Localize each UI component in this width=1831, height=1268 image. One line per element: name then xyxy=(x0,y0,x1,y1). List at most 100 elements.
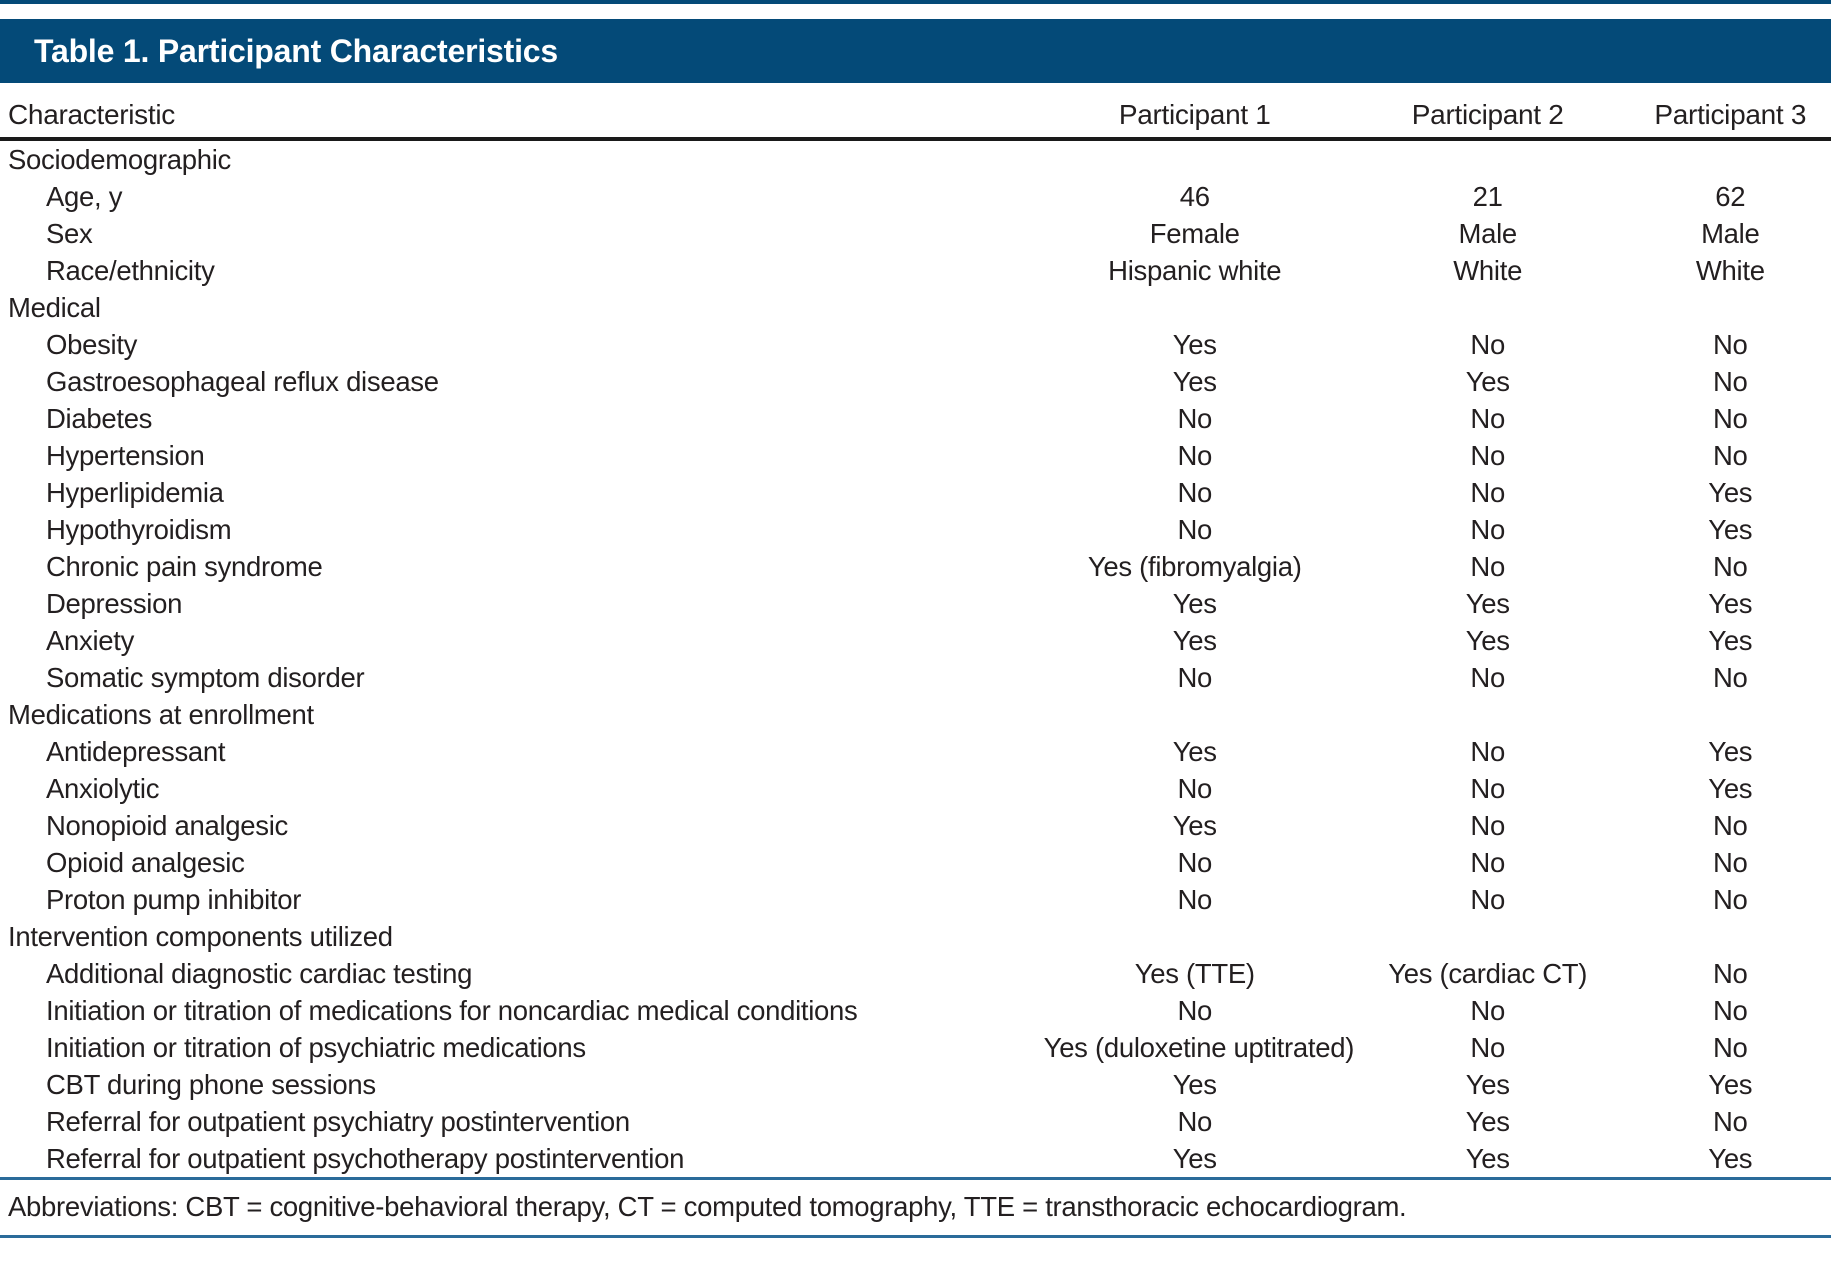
row-label: Race/ethnicity xyxy=(46,254,215,286)
cell-value: Hispanic white xyxy=(1108,254,1282,286)
cell-value: No xyxy=(1470,439,1505,471)
section-row: Medical xyxy=(0,289,1831,326)
column-header-characteristic: Characteristic xyxy=(0,83,1044,141)
cell-value: No xyxy=(1470,735,1505,767)
row-label: Chronic pain syndrome xyxy=(46,550,323,582)
cell-value: White xyxy=(1453,254,1523,286)
cell-value: No xyxy=(1713,809,1748,841)
row-label: Hypertension xyxy=(46,439,205,471)
cell-value: 21 xyxy=(1472,180,1503,212)
cell-value: No xyxy=(1713,661,1748,693)
cell-value: Male xyxy=(1458,217,1517,249)
cell-value: No xyxy=(1713,994,1748,1026)
row-label: Referral for outpatient psychiatry posti… xyxy=(46,1105,630,1137)
cell-value: No xyxy=(1470,1031,1505,1063)
cell-value: Yes xyxy=(1629,1140,1831,1180)
table-row: Chronic pain syndrome Yes (fibromyalgia) N… xyxy=(0,548,1831,585)
cell-value: No xyxy=(1713,1105,1748,1137)
cell-value: No xyxy=(1177,402,1212,434)
cell-value: No xyxy=(1470,550,1505,582)
row-label: Nonopioid analgesic xyxy=(46,809,288,841)
cell-value: Yes xyxy=(1172,365,1217,397)
cell-value: Yes xyxy=(1172,624,1217,656)
section-label: Sociodemographic xyxy=(8,143,231,175)
cell-value: Yes xyxy=(1708,1068,1753,1100)
cell-value: No xyxy=(1713,402,1748,434)
table-row: Race/ethnicity Hispanic white White White xyxy=(0,252,1831,289)
row-label: Hyperlipidemia xyxy=(46,476,224,508)
table-row: Sex Female Male Male xyxy=(0,215,1831,252)
section-label: Intervention components utilized xyxy=(8,920,393,952)
cell-value: No xyxy=(1470,328,1505,360)
table-row: Nonopioid analgesic Yes No No xyxy=(0,807,1831,844)
column-header-participant: Participant 1 xyxy=(1043,83,1346,141)
row-label: Initiation or titration of psychiatric m… xyxy=(46,1031,586,1063)
row-label: Obesity xyxy=(46,328,138,360)
cell-value: Yes xyxy=(1345,1140,1630,1180)
cell-value: Yes (TTE) xyxy=(1134,957,1255,989)
table-row: Hypothyroidism No No Yes xyxy=(0,511,1831,548)
row-label: Proton pump inhibitor xyxy=(46,883,302,915)
cell-value: Male xyxy=(1701,217,1760,249)
cell-value: Yes xyxy=(1708,587,1753,619)
table-row: CBT during phone sessions Yes Yes Yes xyxy=(0,1066,1831,1103)
table-row: Initiation or titration of psychiatric m… xyxy=(0,1029,1831,1066)
cell-value: Yes xyxy=(1465,1068,1510,1100)
cell-value: Yes xyxy=(1172,1068,1217,1100)
cell-value: No xyxy=(1177,883,1212,915)
row-label: Somatic symptom disorder xyxy=(46,661,365,693)
cell-value: Yes xyxy=(1172,735,1217,767)
cell-value: No xyxy=(1177,513,1212,545)
section-row: Intervention components utilized xyxy=(0,918,1831,955)
cell-value: Female xyxy=(1149,217,1240,249)
cell-value: No xyxy=(1713,1031,1748,1063)
row-label: Age, y xyxy=(46,180,123,212)
cell-value: Yes xyxy=(1172,809,1217,841)
row-label: Sex xyxy=(46,217,93,249)
row-label: Antidepressant xyxy=(46,735,226,767)
table-row: Obesity Yes No No xyxy=(0,326,1831,363)
cell-value: Yes (fibromyalgia) xyxy=(1087,550,1302,582)
table-title-bar: Table 1. Participant Characteristics xyxy=(0,19,1831,83)
cell-value: No xyxy=(1470,809,1505,841)
column-header-participant: Participant 2 xyxy=(1345,83,1630,141)
cell-value: Yes xyxy=(1465,624,1510,656)
cell-value: No xyxy=(1713,846,1748,878)
header-row: Characteristic Participant 1 Participant 2… xyxy=(0,83,1831,141)
cell-value: No xyxy=(1470,772,1505,804)
cell-value: Yes xyxy=(1708,624,1753,656)
cell-value: No xyxy=(1470,476,1505,508)
row-label: Opioid analgesic xyxy=(46,846,245,878)
cell-value: No xyxy=(1470,661,1505,693)
cell-value: No xyxy=(1470,846,1505,878)
cell-value: No xyxy=(1470,513,1505,545)
table-row: Antidepressant Yes No Yes xyxy=(0,733,1831,770)
table-row: Initiation or titration of medications f… xyxy=(0,992,1831,1029)
cell-value: 62 xyxy=(1715,180,1746,212)
row-label: Referral for outpatient psychotherapy po… xyxy=(0,1140,1044,1180)
row-label: Additional diagnostic cardiac testing xyxy=(46,957,473,989)
table-row: Depression Yes Yes Yes xyxy=(0,585,1831,622)
table-row: Anxiolytic No No Yes xyxy=(0,770,1831,807)
cell-value: Yes xyxy=(1708,772,1753,804)
row-label: Hypothyroidism xyxy=(46,513,232,545)
cell-value: Yes (duloxetine uptitrated) xyxy=(1043,1031,1355,1063)
cell-value: Yes xyxy=(1465,1105,1510,1137)
table-row: Hypertension No No No xyxy=(0,437,1831,474)
cell-value: Yes xyxy=(1172,587,1217,619)
cell-value: No xyxy=(1713,328,1748,360)
row-label: Depression xyxy=(46,587,183,619)
cell-value: Yes xyxy=(1465,587,1510,619)
section-row: Medications at enrollment xyxy=(0,696,1831,733)
cell-value: No xyxy=(1713,957,1748,989)
row-label: Initiation or titration of medications f… xyxy=(46,994,858,1026)
table-row: Referral for outpatient psychiatry posti… xyxy=(0,1103,1831,1140)
cell-value: 46 xyxy=(1179,180,1210,212)
table-row: Gastroesophageal reflux disease Yes Yes No xyxy=(0,363,1831,400)
cell-value: No xyxy=(1177,1105,1212,1137)
row-label: Diabetes xyxy=(46,402,153,434)
cell-value: White xyxy=(1695,254,1765,286)
table-row: Age, y 46 21 62 xyxy=(0,178,1831,215)
section-label: Medications at enrollment xyxy=(8,698,314,730)
row-label: Anxiety xyxy=(46,624,135,656)
